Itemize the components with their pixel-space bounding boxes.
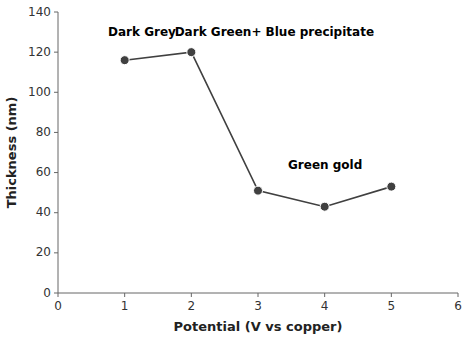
x-axis-line (58, 293, 458, 294)
y-tick-label: 80 (36, 125, 51, 139)
y-tick (54, 12, 58, 13)
y-tick-label: 140 (28, 5, 51, 19)
y-tick-label: 60 (36, 165, 51, 179)
x-axis-label: Potential (V vs copper) (174, 319, 343, 334)
point (120, 56, 129, 65)
y-tick-label: 120 (28, 45, 51, 59)
y-tick (54, 52, 58, 53)
y-tick (54, 132, 58, 133)
y-axis-line (58, 12, 59, 293)
annotation: Green gold (288, 158, 362, 172)
x-tick (258, 293, 259, 297)
x-tick (458, 293, 459, 297)
y-tick (54, 172, 58, 173)
y-axis-label: Thickness (nm) (4, 97, 19, 209)
annotation: Dark Green+ Blue precipitate (175, 25, 374, 39)
y-tick (54, 92, 58, 93)
plot-area (120, 48, 396, 212)
x-tick-label: 1 (121, 299, 129, 313)
x-tick-label: 6 (454, 299, 462, 313)
x-tick-label: 3 (254, 299, 262, 313)
point (387, 182, 396, 191)
x-tick (191, 293, 192, 297)
y-tick-label: 100 (28, 85, 51, 99)
chart: 0 20 40 60 80 100 120 140 0 1 2 3 4 5 6 Potential (V vs… (0, 0, 474, 339)
y-tick (54, 252, 58, 253)
point (187, 48, 196, 57)
y-tick-label: 40 (36, 205, 51, 219)
x-tick (324, 293, 325, 297)
line (125, 52, 392, 207)
x-tick (124, 293, 125, 297)
x-tick (391, 293, 392, 297)
x-tick-label: 0 (54, 299, 62, 313)
y-tick-label: 20 (36, 245, 51, 259)
annotation: Dark Grey (108, 25, 176, 39)
point (254, 186, 263, 195)
x-tick-label: 4 (321, 299, 329, 313)
x-tick-label: 2 (188, 299, 196, 313)
y-tick (54, 293, 58, 294)
y-tick-label: 0 (43, 286, 51, 300)
y-tick (54, 212, 58, 213)
x-tick-label: 5 (388, 299, 396, 313)
point (320, 202, 329, 211)
x-tick (58, 293, 59, 297)
